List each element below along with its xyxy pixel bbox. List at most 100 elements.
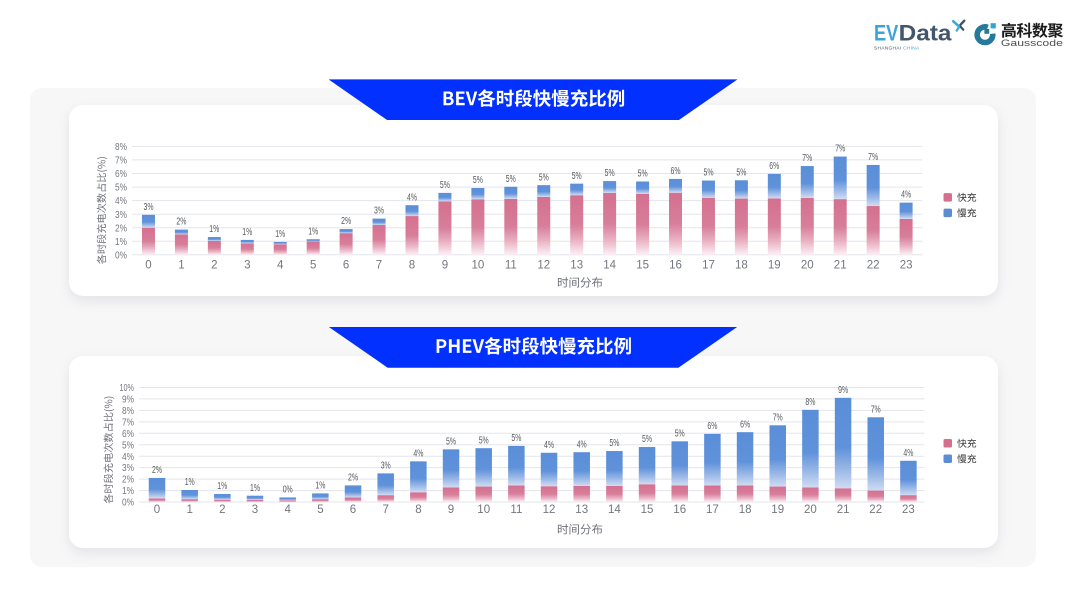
svg-text:7%: 7%	[868, 152, 878, 163]
svg-text:11: 11	[510, 504, 522, 516]
svg-text:8: 8	[415, 504, 421, 516]
svg-text:2%: 2%	[341, 216, 351, 227]
svg-text:4%: 4%	[577, 439, 587, 450]
svg-text:6%: 6%	[671, 166, 681, 177]
svg-text:17: 17	[702, 259, 715, 271]
svg-text:2%: 2%	[115, 222, 127, 234]
svg-text:20: 20	[804, 504, 817, 516]
svg-text:2%: 2%	[122, 474, 134, 486]
svg-text:9%: 9%	[122, 394, 134, 406]
svg-text:6: 6	[350, 504, 356, 516]
svg-text:18: 18	[735, 259, 748, 271]
svg-text:7%: 7%	[122, 417, 134, 429]
svg-text:2%: 2%	[176, 217, 186, 228]
svg-text:4%: 4%	[413, 449, 423, 460]
svg-text:1%: 1%	[250, 483, 260, 494]
svg-text:6%: 6%	[740, 419, 750, 430]
svg-text:10: 10	[477, 504, 490, 516]
svg-text:5%: 5%	[539, 172, 549, 183]
svg-text:1%: 1%	[185, 477, 195, 488]
svg-text:7: 7	[376, 259, 382, 271]
svg-text:1%: 1%	[217, 481, 227, 492]
svg-text:1%: 1%	[122, 485, 134, 497]
svg-text:4: 4	[277, 259, 284, 271]
svg-text:15: 15	[636, 259, 649, 271]
svg-text:2%: 2%	[152, 465, 162, 476]
svg-text:23: 23	[902, 504, 915, 516]
svg-text:1%: 1%	[308, 226, 318, 237]
svg-text:5%: 5%	[506, 174, 516, 185]
svg-text:14: 14	[608, 504, 621, 516]
svg-text:8%: 8%	[115, 141, 127, 153]
svg-text:1%: 1%	[242, 227, 252, 238]
svg-text:1: 1	[178, 259, 184, 271]
svg-text:14: 14	[603, 259, 616, 271]
svg-text:5%: 5%	[638, 169, 648, 180]
svg-text:SHANGHAI CHINA: SHANGHAI CHINA	[874, 45, 920, 51]
svg-text:5%: 5%	[122, 439, 134, 451]
svg-text:6%: 6%	[769, 161, 779, 172]
svg-text:5%: 5%	[446, 436, 456, 447]
svg-text:8: 8	[409, 259, 415, 271]
svg-text:12: 12	[543, 504, 556, 516]
svg-text:13: 13	[570, 259, 583, 271]
svg-text:2: 2	[211, 259, 217, 271]
svg-text:3: 3	[252, 504, 258, 516]
svg-text:20: 20	[801, 259, 814, 271]
svg-text:0%: 0%	[115, 249, 127, 261]
svg-text:5%: 5%	[704, 168, 714, 179]
svg-text:17: 17	[706, 504, 719, 516]
svg-text:6%: 6%	[115, 168, 127, 180]
svg-text:5%: 5%	[675, 428, 685, 439]
svg-text:6%: 6%	[707, 421, 717, 432]
svg-text:5%: 5%	[479, 435, 489, 446]
svg-text:9%: 9%	[838, 385, 848, 396]
svg-text:5: 5	[317, 504, 323, 516]
svg-text:5%: 5%	[440, 180, 450, 191]
svg-text:5%: 5%	[736, 167, 746, 178]
svg-text:3%: 3%	[374, 206, 384, 217]
svg-text:7%: 7%	[835, 144, 845, 155]
svg-text:1%: 1%	[115, 236, 127, 248]
svg-text:2: 2	[219, 504, 225, 516]
svg-text:5%: 5%	[473, 175, 483, 186]
svg-text:0%: 0%	[122, 497, 134, 509]
svg-text:19: 19	[771, 504, 784, 516]
svg-text:12: 12	[537, 259, 550, 271]
svg-text:4%: 4%	[901, 190, 911, 201]
svg-text:5%: 5%	[115, 182, 127, 194]
svg-text:0: 0	[145, 259, 151, 271]
svg-text:19: 19	[768, 259, 781, 271]
svg-text:1: 1	[186, 504, 192, 516]
svg-text:21: 21	[834, 259, 847, 271]
svg-text:4: 4	[284, 504, 291, 516]
svg-text:8%: 8%	[122, 405, 134, 417]
svg-text:1%: 1%	[315, 481, 325, 492]
svg-text:2%: 2%	[348, 473, 358, 484]
svg-text:6: 6	[343, 259, 349, 271]
svg-text:10%: 10%	[120, 382, 135, 394]
svg-text:7%: 7%	[773, 412, 783, 423]
svg-text:1%: 1%	[275, 229, 285, 240]
svg-text:4%: 4%	[544, 440, 554, 451]
svg-text:Gausscode: Gausscode	[1001, 38, 1063, 49]
svg-text:3%: 3%	[144, 202, 154, 213]
svg-text:3%: 3%	[381, 461, 391, 472]
svg-text:16: 16	[669, 259, 682, 271]
svg-text:11: 11	[505, 259, 517, 271]
svg-text:15: 15	[641, 504, 654, 516]
svg-text:22: 22	[869, 504, 882, 516]
svg-text:21: 21	[837, 504, 850, 516]
svg-text:3: 3	[244, 259, 250, 271]
svg-text:8%: 8%	[805, 397, 815, 408]
svg-text:0%: 0%	[283, 485, 293, 496]
svg-text:1%: 1%	[209, 224, 219, 235]
svg-text:5%: 5%	[609, 438, 619, 449]
svg-text:9: 9	[442, 259, 448, 271]
svg-text:5%: 5%	[642, 434, 652, 445]
svg-text:22: 22	[867, 259, 880, 271]
svg-text:3%: 3%	[115, 209, 127, 221]
svg-text:23: 23	[900, 259, 913, 271]
svg-text:6%: 6%	[122, 428, 134, 440]
svg-text:3%: 3%	[122, 462, 134, 474]
